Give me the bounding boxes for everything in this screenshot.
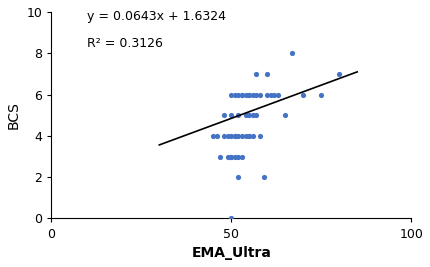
Point <box>231 134 238 138</box>
Point <box>289 51 296 55</box>
Y-axis label: BCS: BCS <box>7 101 21 129</box>
Point <box>249 113 256 117</box>
Point <box>235 113 242 117</box>
Point <box>257 92 264 97</box>
Point <box>246 134 253 138</box>
Point <box>239 134 246 138</box>
Point <box>224 154 231 159</box>
Point <box>246 92 253 97</box>
Point <box>253 92 260 97</box>
Point <box>242 113 249 117</box>
Point <box>228 92 235 97</box>
Point <box>318 92 325 97</box>
Point <box>264 92 270 97</box>
Point <box>228 113 235 117</box>
Point <box>239 92 246 97</box>
Point <box>253 72 260 76</box>
Point <box>235 134 242 138</box>
Point <box>246 113 253 117</box>
Point <box>282 113 289 117</box>
Point <box>300 92 307 97</box>
Point <box>228 154 235 159</box>
Point <box>231 92 238 97</box>
Point <box>271 92 278 97</box>
Point <box>231 154 238 159</box>
Point <box>267 92 274 97</box>
Point <box>213 134 220 138</box>
Point <box>246 92 253 97</box>
Point <box>275 92 282 97</box>
Point <box>224 134 231 138</box>
Point <box>217 154 224 159</box>
Point <box>336 72 343 76</box>
Point <box>253 113 260 117</box>
Point <box>249 134 256 138</box>
Point <box>264 72 270 76</box>
Point <box>228 216 235 221</box>
Point <box>257 134 264 138</box>
Point <box>231 134 238 138</box>
Point <box>249 92 256 97</box>
Point <box>235 92 242 97</box>
Point <box>221 113 227 117</box>
Point <box>242 134 249 138</box>
Point <box>210 134 217 138</box>
Point <box>228 134 235 138</box>
Point <box>235 175 242 179</box>
X-axis label: EMA_Ultra: EMA_Ultra <box>191 246 271 260</box>
Point <box>246 134 253 138</box>
Point <box>242 92 249 97</box>
Point <box>228 154 235 159</box>
Point <box>260 175 267 179</box>
Text: y = 0.0643x + 1.6324: y = 0.0643x + 1.6324 <box>87 10 226 23</box>
Text: R² = 0.3126: R² = 0.3126 <box>87 37 163 50</box>
Point <box>239 154 246 159</box>
Point <box>235 154 242 159</box>
Point <box>239 92 246 97</box>
Point <box>221 134 227 138</box>
